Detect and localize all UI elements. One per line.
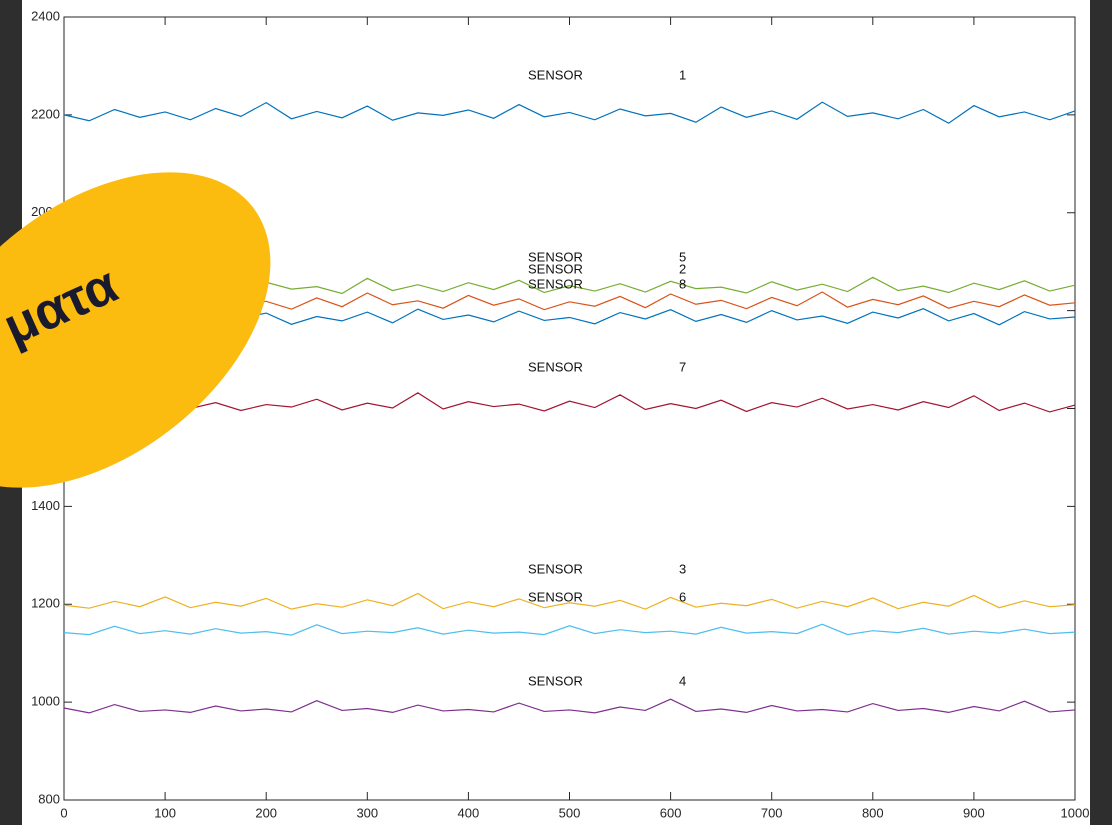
x-tick-label: 1000 (1061, 805, 1090, 820)
annotation-number: 8 (679, 276, 686, 291)
y-tick-label: 2200 (31, 106, 60, 121)
screenshot: 0 100 200 300 400 500 600 700 800 900 1000 800 1000 1… (0, 0, 1112, 825)
y-tick-label: 2400 (31, 8, 60, 23)
annotation-label: SENSOR (528, 673, 583, 688)
annotation-number: 1 (679, 67, 686, 82)
x-tick-label: 800 (862, 805, 884, 820)
x-tick-label: 100 (154, 805, 176, 820)
annotation-number: 4 (679, 673, 686, 688)
y-tick-label: 800 (38, 791, 60, 806)
annotation-label: SENSOR (528, 589, 583, 604)
annotation-label: SENSOR (528, 561, 583, 576)
y-tick-label: 1000 (31, 694, 60, 709)
page: 0 100 200 300 400 500 600 700 800 900 1000 800 1000 1… (0, 0, 1112, 825)
x-tick-label: 200 (255, 805, 277, 820)
annotation-number: 6 (679, 589, 686, 604)
x-tick-label: 400 (458, 805, 480, 820)
y-tick-label: 1200 (31, 596, 60, 611)
annotation-label: SENSOR (528, 67, 583, 82)
x-tick-label: 600 (660, 805, 682, 820)
annotation-label: SENSOR (528, 276, 583, 291)
x-tick-label: 900 (963, 805, 985, 820)
annotation-number: 2 (679, 261, 686, 276)
annotation-label: SENSOR (528, 359, 583, 374)
annotation-number: 3 (679, 561, 686, 576)
y-tick-label: 1400 (31, 498, 60, 513)
x-tick-label: 500 (559, 805, 581, 820)
x-tick-label: 300 (356, 805, 378, 820)
annotation-number: 7 (679, 359, 686, 374)
x-tick-label: 700 (761, 805, 783, 820)
annotation-label: SENSOR (528, 261, 583, 276)
x-tick-label: 0 (60, 805, 67, 820)
